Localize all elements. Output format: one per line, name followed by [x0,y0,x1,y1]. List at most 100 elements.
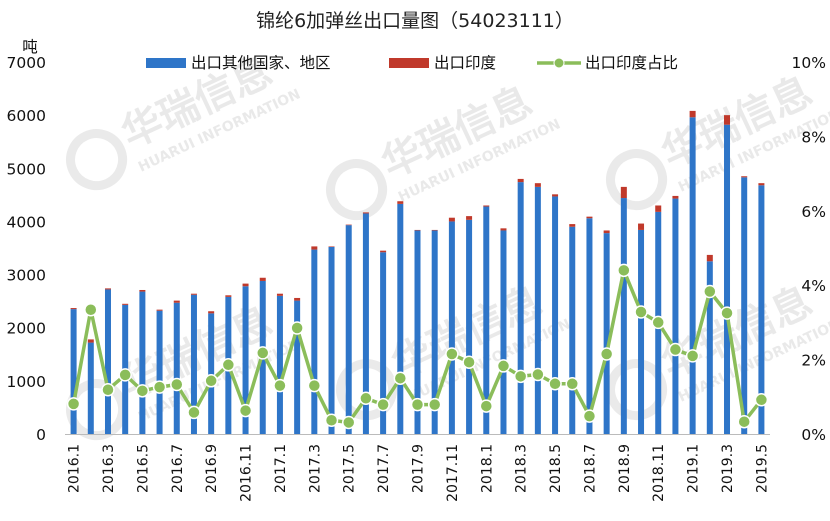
ratio-point [290,321,304,335]
bar-india [758,183,765,186]
bar-india [362,212,369,214]
y2-tick-label: 0% [801,426,826,444]
bar-india [448,217,455,222]
x-tick-label: 2017.1 [273,444,289,493]
legend: 出口其他国家、地区 出口印度 出口印度占比 [146,54,678,72]
bar-india [311,246,318,250]
bar-india [139,289,146,292]
legend-swatch-india [389,58,429,68]
legend-swatch-other-countries [146,58,186,68]
bar-other-countries [311,249,318,434]
bar-india [466,216,473,220]
bar-other-countries [345,225,352,434]
ratio-point [238,403,253,418]
bar-india [87,339,94,343]
ratio-point [685,349,700,363]
bar-india [534,183,541,187]
ratio-point [359,391,373,406]
bar-india [225,295,232,297]
x-tick-label: 2017.9 [411,444,427,493]
legend-label-other-countries: 出口其他国家、地区 [191,54,331,72]
ratio-point [307,378,322,393]
ratio-point [84,303,98,317]
x-tick-label: 2018.5 [548,444,564,493]
y-tick-label: 2000 [7,320,46,338]
ratio-point [135,384,150,398]
bar-other-countries [242,286,249,434]
ratio-point [496,359,511,373]
x-tick-label: 2017.7 [376,444,392,493]
bar-india [328,246,335,247]
x-tick-label: 2019.3 [720,444,736,493]
y2-tick-label: 8% [801,128,826,146]
ratio-point [152,380,167,394]
bar-india [156,309,163,311]
ratio-point [703,284,717,299]
bar-india [689,110,696,118]
x-tick-label: 2016.9 [204,444,220,493]
bar-india [741,176,748,178]
y2-tick-label: 10% [792,54,826,72]
bar-india [603,230,610,234]
ratio-point [393,371,408,385]
bar-india [70,308,77,310]
y-axis-unit-label: 吨 [22,38,38,56]
bar-other-countries [758,185,765,434]
ratio-point [170,377,184,392]
y-tick-label: 3000 [7,267,46,285]
bar-other-countries [70,309,77,434]
bar-india [345,224,352,226]
bar-other-countries [173,302,180,434]
x-tick-label: 2016.1 [67,444,83,493]
bar-other-countries [448,221,455,434]
bar-other-countries [276,295,283,434]
bar-india [242,283,249,287]
ratio-point [754,393,769,407]
bar-india [483,205,490,207]
x-tick-label: 2018.9 [617,444,633,493]
ratio-point [737,414,751,429]
bar-other-countries [483,206,490,434]
bar-other-countries [380,252,387,434]
bar-other-countries [104,289,111,434]
legend-label-ratio: 出口印度占比 [585,54,678,72]
y-tick-label: 1000 [7,373,46,391]
bar-other-countries [139,291,146,434]
bar-india [706,254,713,262]
bar-india [259,277,266,281]
bar-india [431,229,438,231]
bar-other-countries [431,230,438,434]
x-tick-label: 2019.1 [686,444,702,493]
ratio-point [651,315,665,330]
bar-india [517,178,524,183]
bar-other-countries [689,117,696,435]
legend-swatch-ratio-marker [553,57,565,69]
bar-other-countries [569,226,576,434]
bar-other-countries [362,213,369,434]
y-tick-label: 4000 [7,213,46,231]
bar-other-countries [534,186,541,434]
watermark-logo-icon [336,359,398,421]
ratio-point [479,399,494,413]
watermark-logo-icon [326,159,388,221]
x-tick-label: 2019.5 [754,444,770,493]
bar-india [569,224,576,227]
ratio-point [445,347,459,361]
bar-other-countries [156,310,163,434]
chart-title: 锦纶6加弹丝出口量图（54023111） [256,10,574,32]
y2-tick-label: 2% [801,352,826,370]
ratio-point [66,397,81,411]
bar-other-countries [517,182,524,434]
x-axis: 2016.1 2016.3 2016.5 2016.7 2016.9 2016.11 201… [65,434,770,502]
bar-other-countries [672,198,679,434]
bar-india [672,195,679,199]
ratio-point [548,377,562,391]
bar-other-countries [328,246,335,434]
ratio-point [324,413,339,427]
bar-india [276,293,283,296]
ratio-point [634,305,648,319]
